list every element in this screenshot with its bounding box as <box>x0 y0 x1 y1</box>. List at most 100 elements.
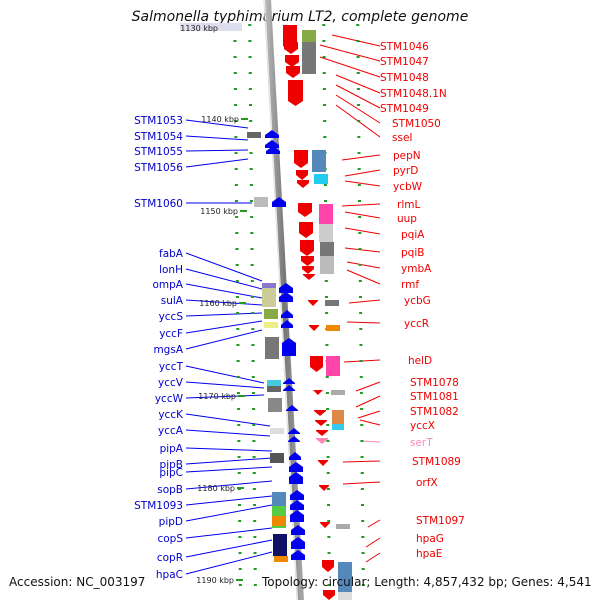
gene-label-STM1078: STM1078 <box>410 377 459 389</box>
gene-arrow <box>301 256 314 266</box>
gene-arrow <box>315 420 327 426</box>
gene-label-sulA: sulA <box>161 295 184 307</box>
gene-label-yccW: yccW <box>155 393 184 405</box>
gene-label-STM1048.1N: STM1048.1N <box>380 88 447 100</box>
gene-arrow <box>286 405 298 411</box>
label-leader <box>185 394 265 399</box>
gene-feature-box <box>270 453 284 463</box>
gene-label-pipB: pipB <box>160 459 183 471</box>
gene-arrow <box>314 410 326 416</box>
label-leader <box>185 551 273 575</box>
label-leader <box>344 211 381 219</box>
gene-arrow <box>319 485 329 491</box>
label-leader <box>185 149 249 152</box>
gene-label-hpaC: hpaC <box>156 569 183 581</box>
gene-arrow <box>297 180 309 188</box>
gene-arrow <box>302 266 314 274</box>
ruler-label: 1140 kbp <box>201 115 239 124</box>
gene-label-STM1060: STM1060 <box>134 198 183 210</box>
gene-arrow <box>303 274 315 280</box>
label-leader <box>342 481 381 485</box>
gene-feature-box <box>272 516 286 526</box>
gene-label-pipC: pipC <box>159 467 183 479</box>
gene-label-sopB: sopB <box>157 484 183 496</box>
label-leader <box>319 44 381 62</box>
label-leader <box>185 283 263 299</box>
gene-label-pepN: pepN <box>393 150 421 162</box>
label-leader <box>185 413 271 427</box>
label-leader <box>361 440 381 443</box>
gene-feature-box <box>264 309 278 319</box>
label-leader <box>365 537 381 548</box>
gene-feature-box <box>332 424 344 430</box>
label-leader <box>185 527 273 539</box>
gene-arrow <box>290 490 304 500</box>
gene-arrow <box>290 510 304 522</box>
gene-label-pyrD: pyrD <box>393 165 418 177</box>
label-leader <box>185 539 273 558</box>
gene-label-STM1093: STM1093 <box>134 500 183 512</box>
gene-label-STM1056: STM1056 <box>134 162 183 174</box>
gene-feature-box <box>262 283 276 307</box>
gene-feature-box <box>264 322 278 328</box>
gene-label-STM1054: STM1054 <box>134 131 183 143</box>
gene-feature-box <box>302 30 316 42</box>
gene-feature-box <box>254 197 268 207</box>
label-leader <box>355 395 381 408</box>
label-leader <box>341 203 381 207</box>
gene-arrow <box>323 590 335 600</box>
label-leader <box>185 495 273 506</box>
gene-feature-box <box>247 132 261 138</box>
label-leader <box>346 321 381 324</box>
gene-label-orfX: orfX <box>416 477 438 489</box>
gene-arrow <box>290 500 304 510</box>
label-leader <box>355 381 381 392</box>
gene-label-pipA: pipA <box>160 443 184 455</box>
gene-arrow <box>291 537 305 549</box>
label-leader <box>185 158 249 168</box>
label-leader <box>185 447 273 452</box>
gene-arrow <box>288 428 300 434</box>
gene-label-sseI: sseI <box>392 132 413 144</box>
label-leader <box>185 457 273 465</box>
gene-arrow <box>288 80 303 106</box>
gene-label-pqiB: pqiB <box>401 247 424 259</box>
gene-label-lonH: lonH <box>159 264 183 276</box>
label-leader <box>359 419 381 426</box>
gene-arrow <box>283 378 295 384</box>
label-leader <box>341 154 381 161</box>
gene-feature-box <box>320 256 334 274</box>
gene-feature-box <box>332 410 344 426</box>
gene-feature-box <box>267 386 281 392</box>
gene-feature-box <box>338 562 352 592</box>
label-leader <box>185 329 263 350</box>
gene-label-ompA: ompA <box>152 279 183 291</box>
gene-feature-box <box>326 356 340 376</box>
label-leader <box>335 74 381 94</box>
label-leader <box>185 365 265 384</box>
label-leader <box>185 504 273 522</box>
label-leader <box>335 84 381 109</box>
ruler-label: 1160 kbp <box>199 299 237 308</box>
gene-feature-box <box>319 204 333 224</box>
ruler-label: 1150 kbp <box>200 207 238 216</box>
gene-label-yccK: yccK <box>158 409 184 421</box>
gene-label-hpaG: hpaG <box>416 533 444 545</box>
gene-label-copR: copR <box>157 552 183 564</box>
gene-label-uup: uup <box>397 213 417 225</box>
label-leader <box>331 34 381 47</box>
gene-label-fabA: fabA <box>159 248 184 260</box>
gene-feature-box <box>331 390 345 395</box>
gene-arrow <box>310 356 323 372</box>
gene-label-STM1097: STM1097 <box>416 515 465 527</box>
gene-arrow <box>291 550 305 560</box>
gene-label-copS: copS <box>157 533 183 545</box>
gene-arrow <box>313 390 323 395</box>
gene-arrow <box>265 140 279 148</box>
gene-arrow <box>309 325 319 331</box>
gene-arrow <box>322 560 334 572</box>
label-leader <box>185 252 263 282</box>
gene-arrow <box>265 130 279 138</box>
ruler-label: 1190 kbp <box>196 576 234 585</box>
